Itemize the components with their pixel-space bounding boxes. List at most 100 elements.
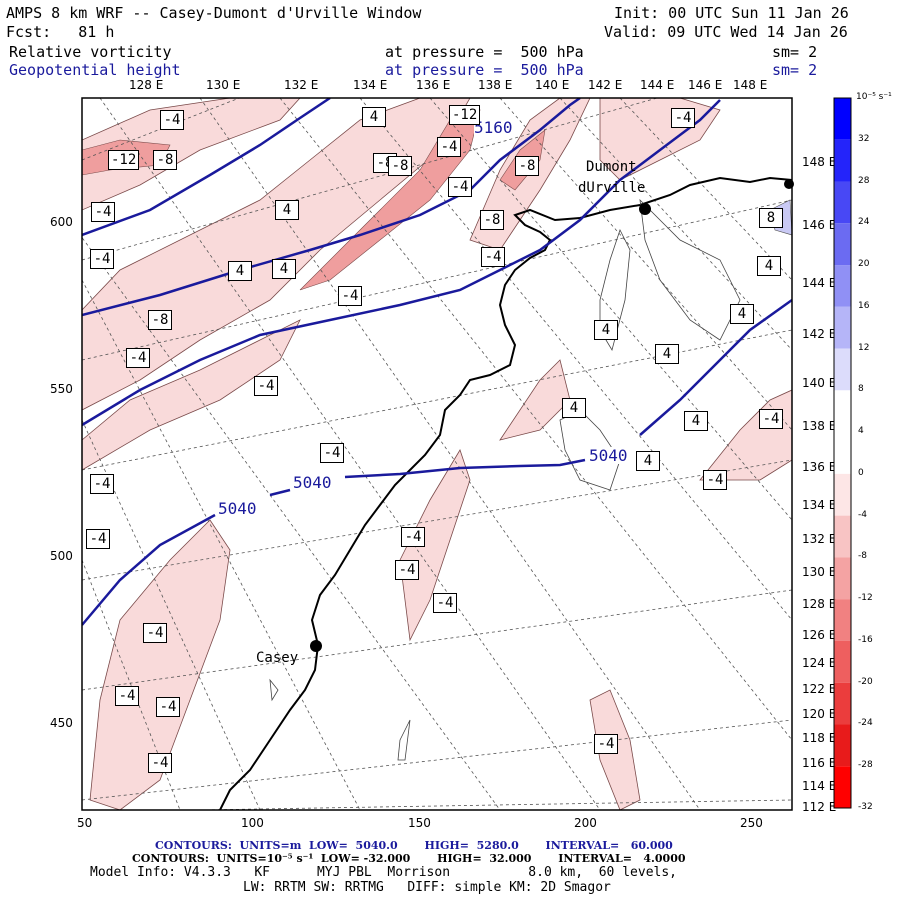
lon-label-right: 118 E — [802, 731, 837, 745]
vorticity-label: 4 — [562, 398, 586, 418]
lon-label-top: 144 E — [640, 78, 675, 92]
lon-label-right: 136 E — [802, 460, 837, 474]
colorbar-tick-label: 24 — [858, 217, 870, 228]
lon-label-right: 128 E — [802, 597, 837, 611]
colorbar-tick-label: 4 — [858, 426, 864, 437]
lon-label-right: 124 E — [802, 656, 837, 670]
lon-label-right: 148 E — [802, 155, 837, 169]
lon-label-top: 138 E — [478, 78, 513, 92]
vorticity-label: 4 — [730, 304, 754, 324]
colorbar-tick-label: -20 — [858, 676, 873, 687]
colorbar-unit: 10⁻⁵ s⁻¹ — [856, 92, 892, 102]
lon-label-top: 136 E — [416, 78, 451, 92]
height-label: 5040 — [218, 499, 257, 518]
colorbar-tick-label: 28 — [858, 175, 870, 186]
smoothing-label-2: sm= 2 — [772, 61, 818, 79]
model-info-physics: LW: RRTM SW: RRTMG DIFF: simple KM: 2D S… — [243, 880, 611, 895]
vorticity-label: -12 — [108, 150, 140, 170]
vorticity-label: -4 — [671, 108, 695, 128]
colorbar-tick-label: 20 — [858, 259, 870, 270]
lon-label-top: 140 E — [535, 78, 570, 92]
height-contour-info: CONTOURS: UNITS=m LOW= 5040.0 HIGH= 5280… — [155, 839, 673, 852]
colorbar-tick-label: -8 — [858, 551, 867, 562]
forecast-hour: Fcst: 81 h — [6, 23, 115, 41]
lon-label-top: 134 E — [353, 78, 388, 92]
lon-label-right: 112 E — [802, 800, 837, 814]
vorticity-label: -4 — [115, 686, 139, 706]
smoothing-label-1: sm= 2 — [772, 43, 818, 61]
lon-label-right: 138 E — [802, 419, 837, 433]
vorticity-label: -4 — [320, 443, 344, 463]
vorticity-label: 4 — [655, 344, 679, 364]
lon-label-top: 146 E — [688, 78, 723, 92]
colorbar-tick-label: -24 — [858, 718, 873, 729]
colorbar-tick-label: 8 — [858, 384, 864, 395]
vorticity-label: -4 — [126, 348, 150, 368]
lon-label-right: 134 E — [802, 498, 837, 512]
colorbar-tick-label: -28 — [858, 760, 873, 771]
vorticity-label: -8 — [153, 150, 177, 170]
y-tick-label: 600 — [50, 215, 73, 229]
height-label: 5040 — [293, 473, 332, 492]
x-tick-label: 50 — [77, 816, 93, 830]
height-label: 5040 — [589, 446, 628, 465]
pressure-label-1: at pressure = 500 hPa — [385, 43, 584, 61]
vorticity-label: -4 — [156, 697, 180, 717]
init-time: Init: 00 UTC Sun 11 Jan 26 — [614, 4, 849, 22]
station-label-dumont-line2: dUrville — [578, 180, 646, 196]
lon-label-right: 120 E — [802, 707, 837, 721]
vorticity-label: 8 — [759, 208, 783, 228]
vorticity-label: 4 — [228, 261, 252, 281]
lon-label-right: 116 E — [802, 756, 837, 770]
lon-label-right: 144 E — [802, 276, 837, 290]
vorticity-label: -4 — [148, 753, 172, 773]
vorticity-label: -4 — [338, 286, 362, 306]
vorticity-label: -4 — [90, 249, 114, 269]
y-tick-label: 450 — [50, 716, 73, 730]
lon-label-right: 126 E — [802, 628, 837, 642]
colorbar-tick-label: 12 — [858, 342, 870, 353]
x-tick-label: 150 — [408, 816, 431, 830]
height-contours — [82, 98, 792, 626]
field-label-vorticity: Relative vorticity — [9, 43, 172, 61]
vorticity-label: -8 — [515, 156, 539, 176]
vorticity-label: 4 — [684, 411, 708, 431]
station-marker-casey — [310, 640, 322, 652]
lon-label-right: 140 E — [802, 376, 837, 390]
colorbar-tick-label: -4 — [858, 509, 867, 520]
vorticity-label: -4 — [160, 110, 184, 130]
colorbar-tick-label: -12 — [858, 593, 873, 604]
vorticity-label: -12 — [449, 105, 481, 125]
model-info: Model Info: V4.3.3 KF MYJ PBL Morrison 8… — [90, 865, 677, 880]
vorticity-label: -8 — [388, 156, 412, 176]
y-tick-label: 550 — [50, 382, 73, 396]
vorticity-label: -4 — [437, 137, 461, 157]
lon-label-right: 132 E — [802, 532, 837, 546]
vorticity-label: -4 — [703, 470, 727, 490]
lon-label-top: 128 E — [129, 78, 164, 92]
y-tick-label: 500 — [50, 549, 73, 563]
lon-label-top: 148 E — [733, 78, 768, 92]
vorticity-label: 4 — [594, 320, 618, 340]
vorticity-label: -8 — [480, 210, 504, 230]
vorticity-label: -4 — [86, 529, 110, 549]
vorticity-label: 4 — [275, 200, 299, 220]
height-label: 5160 — [474, 118, 513, 137]
vorticity-label: -4 — [433, 593, 457, 613]
lon-label-right: 142 E — [802, 327, 837, 341]
field-label-height: Geopotential height — [9, 61, 181, 79]
vorticity-label: -8 — [148, 310, 172, 330]
valid-time: Valid: 09 UTC Wed 14 Jan 26 — [604, 23, 848, 41]
vorticity-label: 4 — [636, 451, 660, 471]
vorticity-label: 4 — [272, 259, 296, 279]
colorbar-tick-label: 0 — [858, 467, 864, 478]
plot-title: AMPS 8 km WRF -- Casey-Dumont d'Urville … — [6, 4, 422, 22]
lon-label-right: 122 E — [802, 682, 837, 696]
station-label-dumont-line1: Dumont — [586, 159, 637, 175]
colorbar-tick-label: -16 — [858, 634, 873, 645]
x-tick-label: 250 — [740, 816, 763, 830]
lon-label-right: 130 E — [802, 565, 837, 579]
vorticity-label: -4 — [395, 560, 419, 580]
station-label-casey: Casey — [256, 650, 299, 666]
